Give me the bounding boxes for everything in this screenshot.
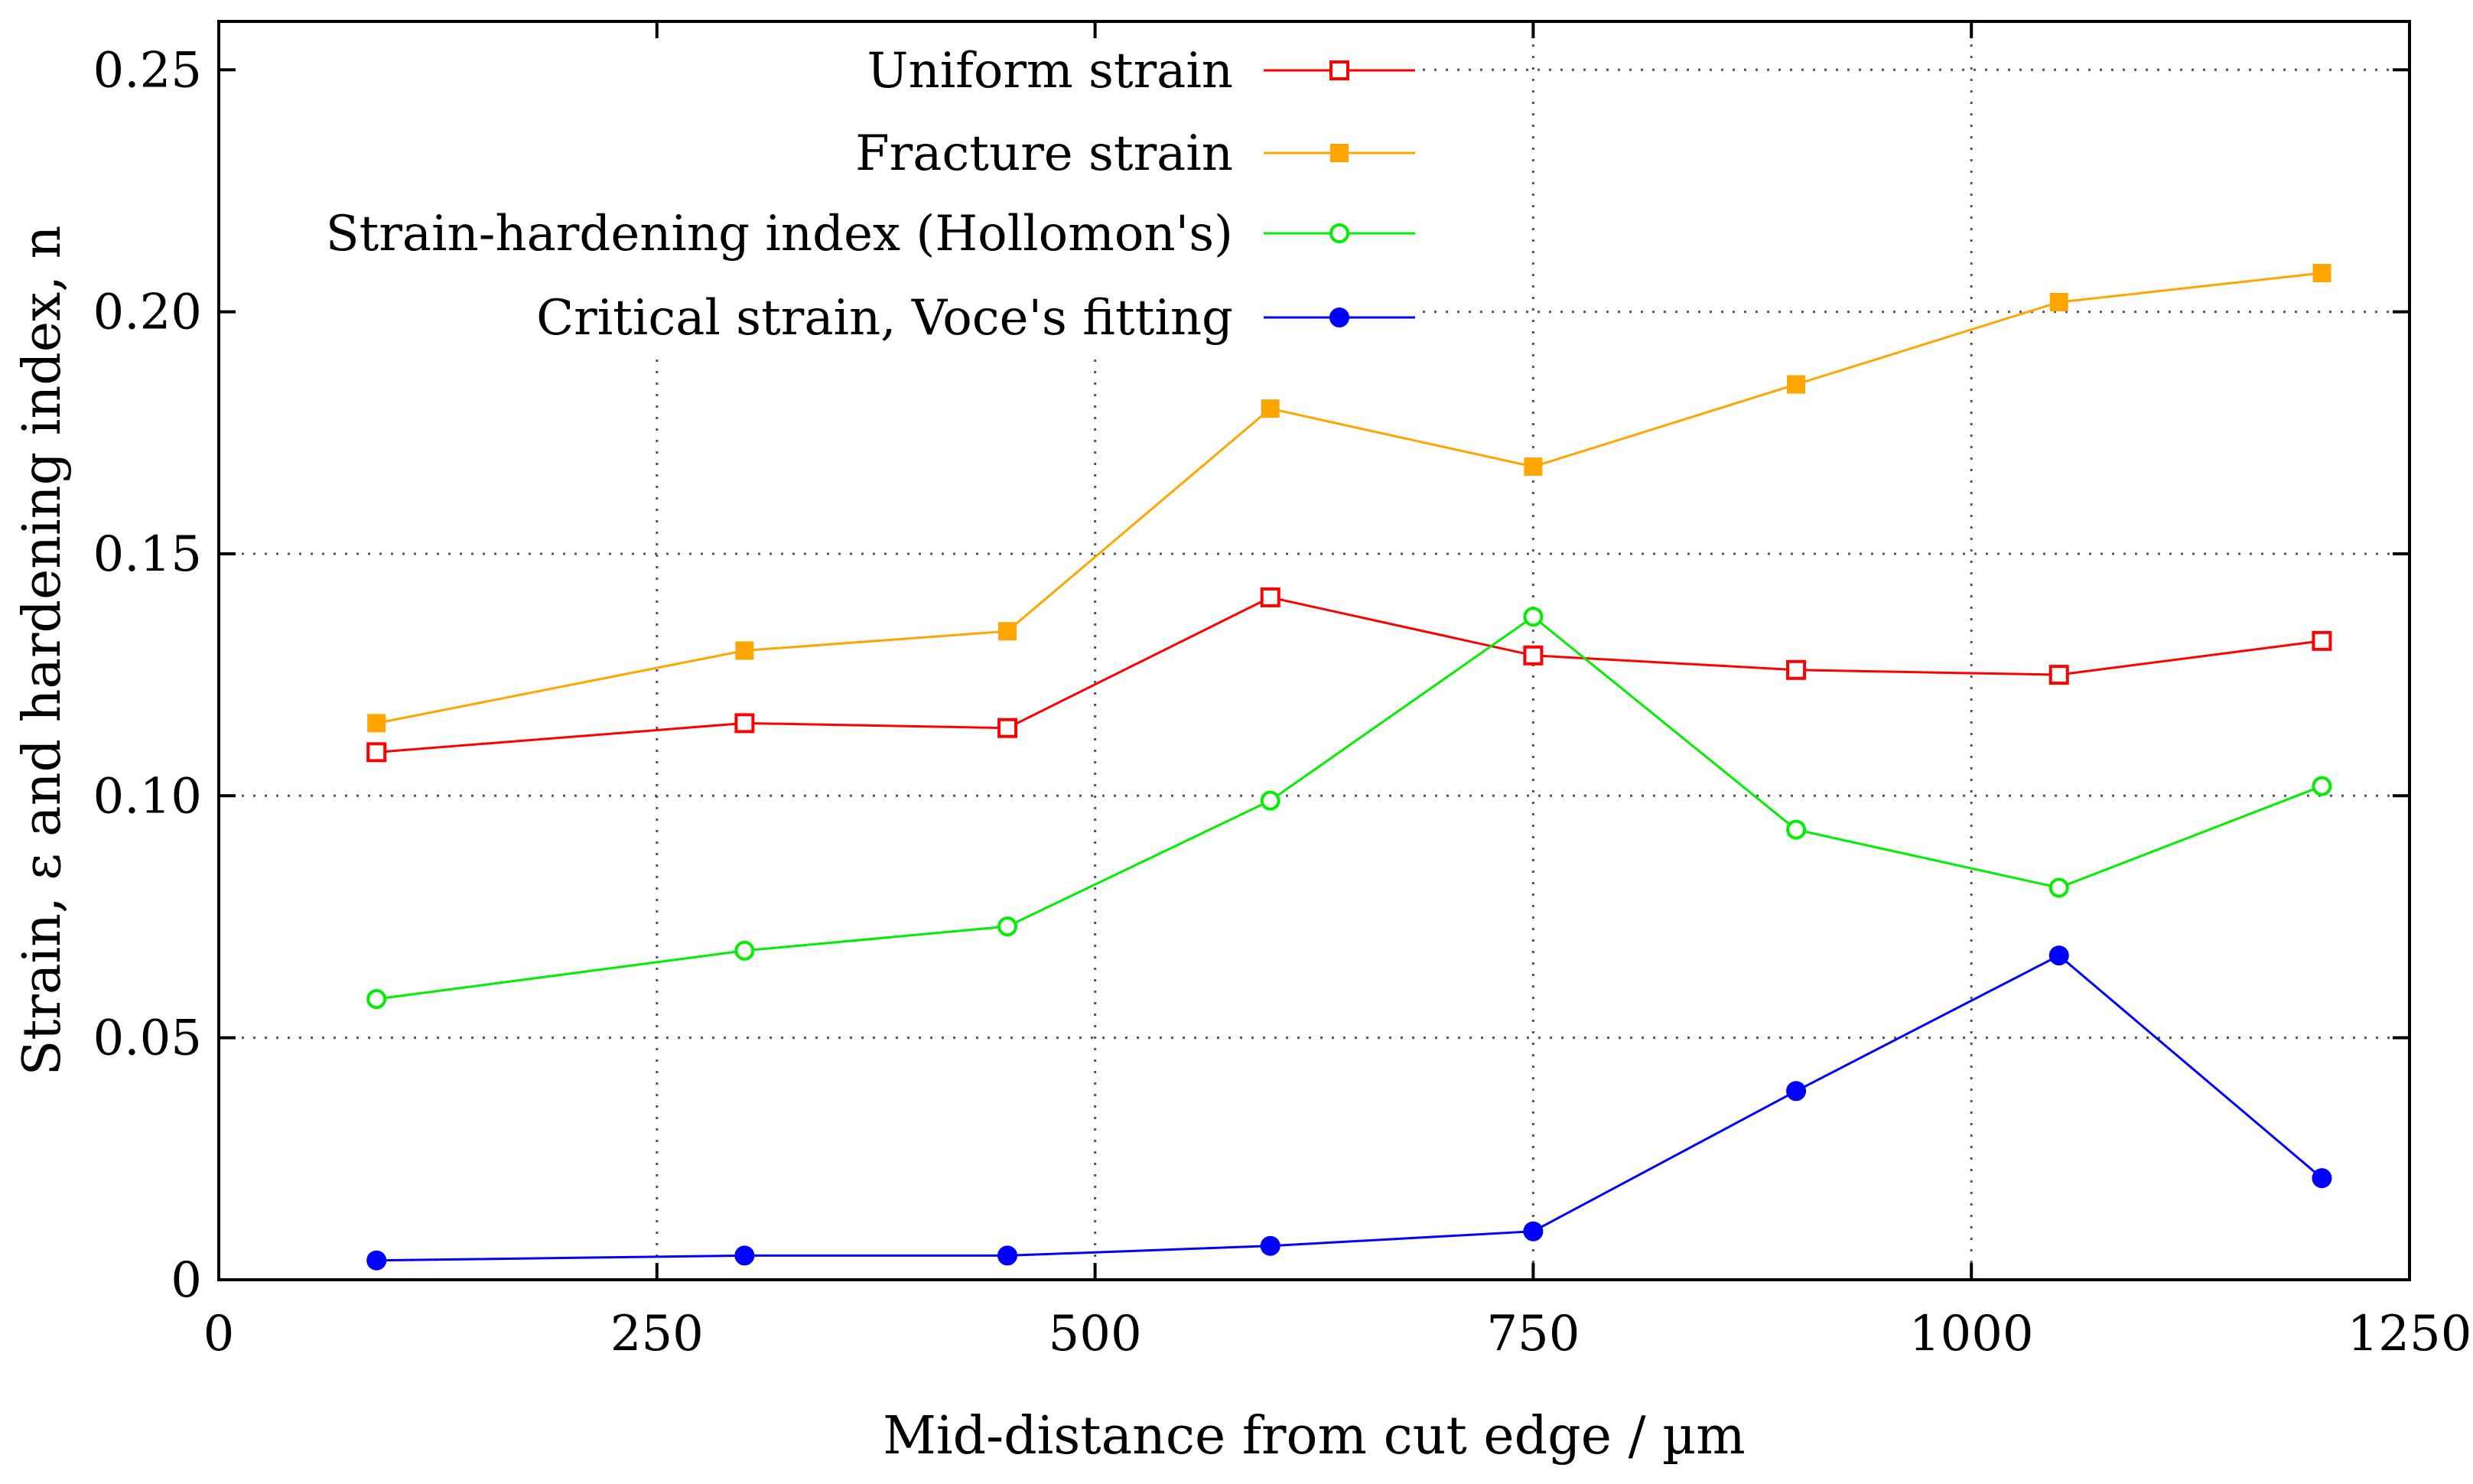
data-point [997,718,1018,738]
y-tick-label: 0 [171,1252,202,1309]
data-point [1260,587,1280,607]
data-point [1786,1081,1807,1102]
x-tick-label: 1250 [2348,1306,2472,1362]
data-point [735,641,754,660]
plot-frame [217,20,2411,1281]
data-point [1787,375,1806,394]
y-tick-label: 0.25 [93,42,203,99]
data-point [1786,659,1807,680]
x-tick-label: 250 [610,1306,704,1362]
grid [219,21,2410,1280]
y-tick-label: 0.20 [93,285,203,341]
legend-swatch-marker [1329,223,1349,243]
data-point [1523,645,1544,666]
legend-item: Critical strain, Voce's fitting [536,290,1415,347]
data-point [1523,607,1544,627]
series-1 [367,264,2331,733]
y-axis-title: Strain, ε and hardening index, n [12,226,73,1076]
legend-swatch-marker [1329,308,1349,327]
data-point [1786,819,1807,840]
legend-label: Strain-hardening index (Hollomon's) [326,206,1233,262]
data-point [2048,877,2069,898]
data-point [2312,630,2332,651]
series-3 [366,945,2332,1271]
data-point [734,1245,755,1266]
data-point [734,713,755,734]
data-point [2312,264,2331,282]
data-point [1524,457,1543,477]
series-line [376,615,2322,1001]
x-tick-label: 0 [203,1306,235,1362]
data-point [366,989,387,1010]
series-0 [366,587,2332,763]
data-point [366,1250,387,1271]
data-point [2048,945,2069,966]
legend-item: Uniform strain [867,43,1415,99]
legend: Uniform strain Fracture strain Strain-hard… [326,43,1415,347]
data-point [366,742,387,763]
data-point [1260,1235,1280,1256]
series-line [376,954,2323,1262]
x-tick-label: 500 [1049,1306,1142,1362]
data-point [997,1245,1018,1266]
y-tick-label: 0.05 [93,1010,203,1067]
series-line [376,596,2322,753]
legend-swatch-marker [1329,60,1349,80]
legend-item: Strain-hardening index (Hollomon's) [326,206,1415,262]
data-point [1260,790,1280,811]
data-point [997,916,1018,937]
legend-label: Uniform strain [867,43,1233,99]
series-layer [366,264,2332,1271]
data-point [2049,292,2068,311]
data-point [998,622,1017,641]
data-point [2048,665,2069,685]
axis-ticks: 0 250 500 750 1000 1250 0 0.05 0.10 0.15 0.20 0.25 [93,21,2472,1362]
data-point [1261,399,1280,418]
series-2 [366,607,2332,1010]
y-tick-label: 0.10 [93,768,203,825]
data-point [2312,776,2332,796]
data-point [2312,1168,2332,1189]
data-point [734,940,755,961]
legend-label: Fracture strain [855,125,1233,182]
legend-label: Critical strain, Voce's fitting [536,290,1233,347]
y-tick-label: 0.15 [93,526,203,583]
x-tick-label: 750 [1486,1306,1580,1362]
data-point [367,714,386,733]
legend-swatch-marker [1330,144,1349,162]
data-point [1523,1221,1544,1242]
x-tick-label: 1000 [1909,1306,2034,1362]
x-axis-title: Mid-distance from cut edge / µm [883,1406,1746,1466]
legend-item: Fracture strain [855,125,1415,182]
series-line [376,272,2322,724]
